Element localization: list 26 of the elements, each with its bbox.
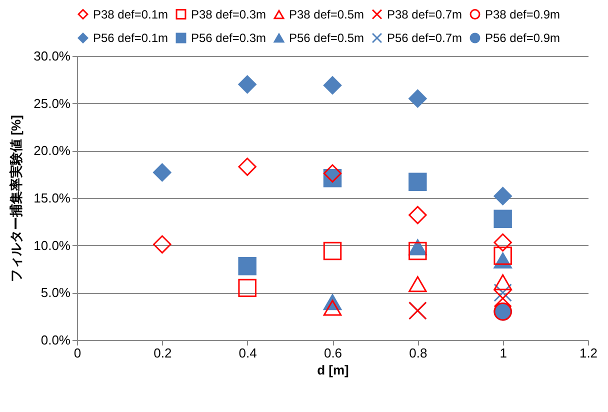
y-tick-label: 30.0%: [34, 48, 71, 64]
y-tick-label: 0.0%: [40, 332, 71, 348]
y-axis-title: フィルター捕集率実験値 [%]: [8, 115, 24, 282]
legend-label: P38 def=0.3m: [191, 7, 266, 22]
legend-label: P38 def=0.1m: [93, 7, 168, 22]
legend-label: P56 def=0.5m: [289, 31, 364, 45]
legend-label: P56 def=0.7m: [387, 31, 462, 45]
y-tick-label: 20.0%: [34, 143, 71, 158]
x-tick-label: 1.2: [579, 346, 598, 360]
legend-label: P56 def=0.9m: [485, 31, 560, 45]
y-tick-label: 10.0%: [34, 238, 71, 253]
legend-label: P56 def=0.1m: [93, 31, 168, 45]
x-axis-title: d [m]: [317, 362, 349, 378]
y-tick-label: 15.0%: [34, 190, 71, 206]
x-tick-label: 0.4: [238, 346, 257, 360]
x-tick-label: 0: [74, 346, 82, 360]
legend-label: P38 def=0.7m: [387, 7, 462, 22]
legend-label: P56 def=0.3m: [191, 31, 266, 45]
x-tick-label: 0.2: [154, 346, 172, 360]
x-tick-label: 0.6: [324, 346, 342, 360]
y-tick-label: 25.0%: [34, 96, 71, 111]
legend-label: P38 def=0.9m: [485, 7, 560, 22]
x-tick-label: 0.8: [409, 346, 428, 360]
legend-label: P38 def=0.5m: [289, 8, 364, 22]
x-tick-label: 1: [500, 346, 507, 360]
y-tick-label: 5.0%: [40, 285, 71, 300]
